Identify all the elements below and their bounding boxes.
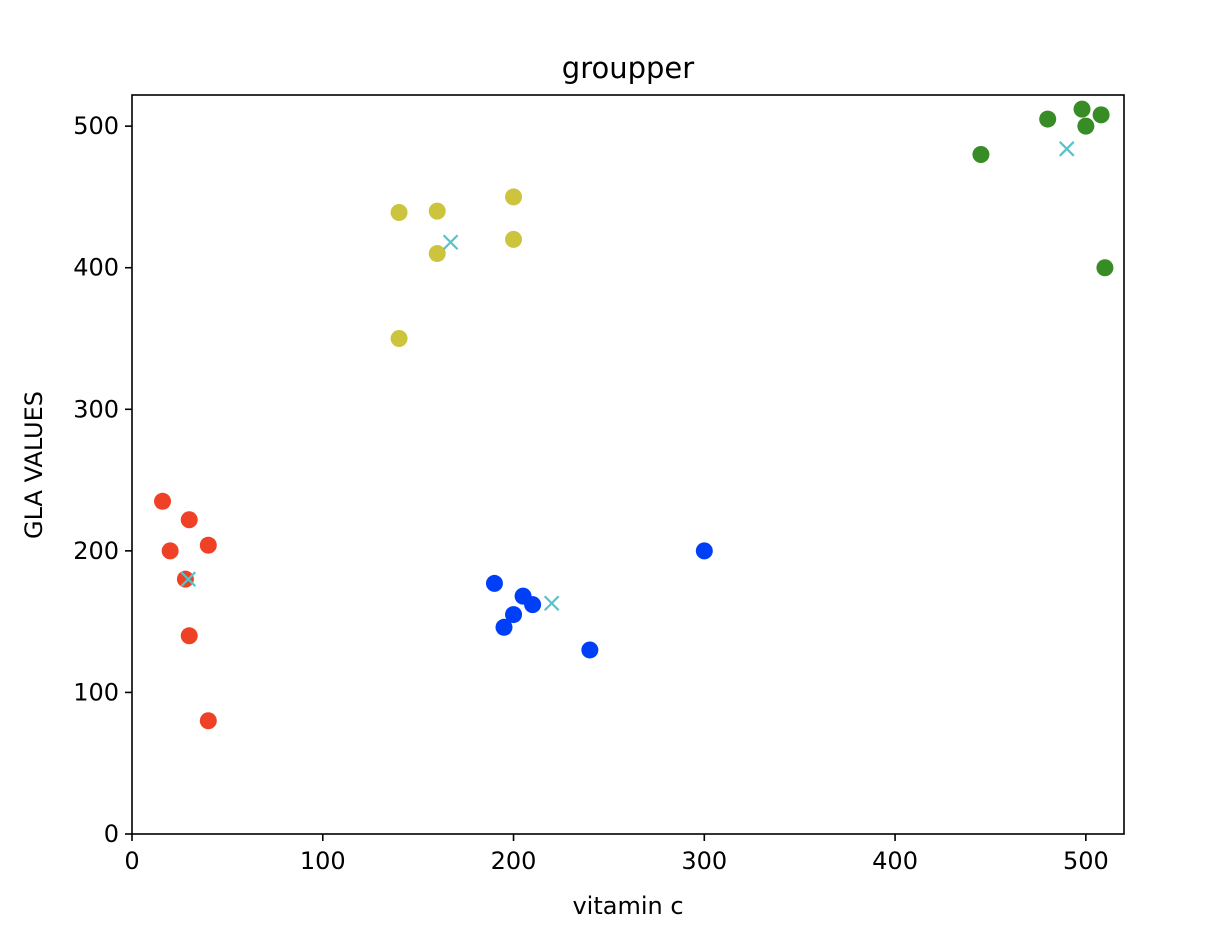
data-points (154, 100, 1114, 730)
y-tick-label: 400 (73, 254, 119, 282)
y-tick-label: 100 (73, 678, 119, 706)
data-point-cluster-3 (505, 188, 523, 206)
x-tick-label: 200 (491, 847, 537, 875)
y-tick-label: 200 (73, 537, 119, 565)
centroid-marker (543, 595, 560, 612)
y-tick-label: 300 (73, 395, 119, 423)
data-point-cluster-1 (199, 712, 217, 730)
data-point-cluster-4 (1077, 117, 1095, 135)
data-point-cluster-3 (428, 202, 446, 220)
data-point-cluster-3 (390, 204, 408, 222)
data-point-cluster-2 (524, 596, 542, 614)
data-point-cluster-4 (972, 145, 990, 163)
data-point-cluster-1 (176, 570, 194, 588)
chart-title: groupper (562, 51, 694, 85)
x-axis: 0 100 200 300 400 500 (124, 834, 1109, 875)
y-axis-label: GLA VALUES (20, 391, 48, 539)
data-point-cluster-1 (154, 492, 172, 510)
centroid-marker (180, 571, 197, 587)
y-tick-label: 0 (104, 820, 119, 848)
data-point-cluster-1 (199, 536, 217, 554)
plot-frame (131, 94, 1125, 835)
data-point-cluster-3 (428, 245, 446, 263)
x-tick-label: 500 (1063, 847, 1109, 875)
data-point-cluster-2 (581, 641, 599, 659)
x-tick-label: 300 (681, 847, 727, 875)
data-point-cluster-3 (505, 230, 523, 248)
data-point-cluster-4 (1073, 100, 1091, 118)
centroid-marker (1058, 141, 1075, 157)
data-point-cluster-3 (390, 330, 408, 348)
data-point-cluster-1 (161, 542, 179, 560)
centroid-marker (442, 234, 459, 251)
data-point-cluster-1 (180, 511, 198, 529)
x-tick-label: 100 (300, 847, 346, 875)
y-axis: 0 100 200 300 400 500 (73, 112, 132, 848)
data-point-cluster-2 (485, 574, 503, 592)
x-axis-label: vitamin c (572, 892, 683, 920)
data-point-cluster-2 (495, 618, 513, 636)
data-point-cluster-4 (1096, 259, 1114, 277)
data-point-cluster-2 (505, 606, 523, 624)
data-point-cluster-4 (1039, 110, 1057, 128)
y-tick-label: 500 (73, 112, 119, 140)
data-point-cluster-2 (695, 542, 713, 560)
x-tick-label: 400 (872, 847, 918, 875)
x-tick-label: 0 (124, 847, 139, 875)
data-point-cluster-1 (180, 627, 198, 645)
data-point-cluster-4 (1092, 106, 1110, 124)
